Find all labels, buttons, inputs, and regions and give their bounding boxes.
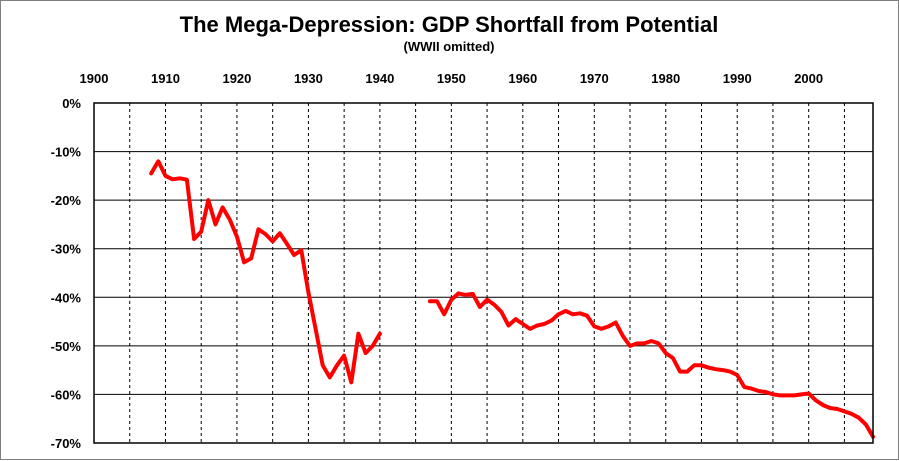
data-lines [149,159,875,439]
x-tick-label: 1970 [580,71,609,86]
plot-border-rect [93,102,874,444]
grid-lines [94,103,873,443]
x-tick-label: 1950 [437,71,466,86]
x-axis-ticks: 1900 1910 1920 1930 1940 1950 1960 1970 1980 1990… [80,71,824,86]
chart-title: The Mega-Depression: GDP Shortfall from … [180,12,719,37]
series-line-2 [427,291,875,439]
y-tick-label: -50% [51,339,82,354]
x-tick-label: 2000 [794,71,823,86]
y-tick-label: -30% [51,242,82,257]
x-tick-label: 1980 [651,71,680,86]
x-tick-label: 1940 [365,71,394,86]
chart-subtitle: (WWII omitted) [404,39,495,54]
y-tick-label: -40% [51,290,82,305]
x-tick-label: 1920 [222,71,251,86]
y-tick-label: -70% [51,436,82,451]
x-tick-label: 1900 [80,71,109,86]
plot-border [93,102,874,444]
y-tick-label: -60% [51,387,82,402]
series-line-1 [149,159,382,385]
y-tick-label: -10% [51,145,82,160]
x-tick-label: 1930 [294,71,323,86]
x-tick-label: 1910 [151,71,180,86]
y-axis-ticks: 0% -10% -20% -30% -40% -50% -60% -70% [51,96,82,451]
y-tick-label: 0% [62,96,81,111]
x-tick-label: 1990 [723,71,752,86]
x-tick-label: 1960 [508,71,537,86]
y-tick-label: -20% [51,193,82,208]
